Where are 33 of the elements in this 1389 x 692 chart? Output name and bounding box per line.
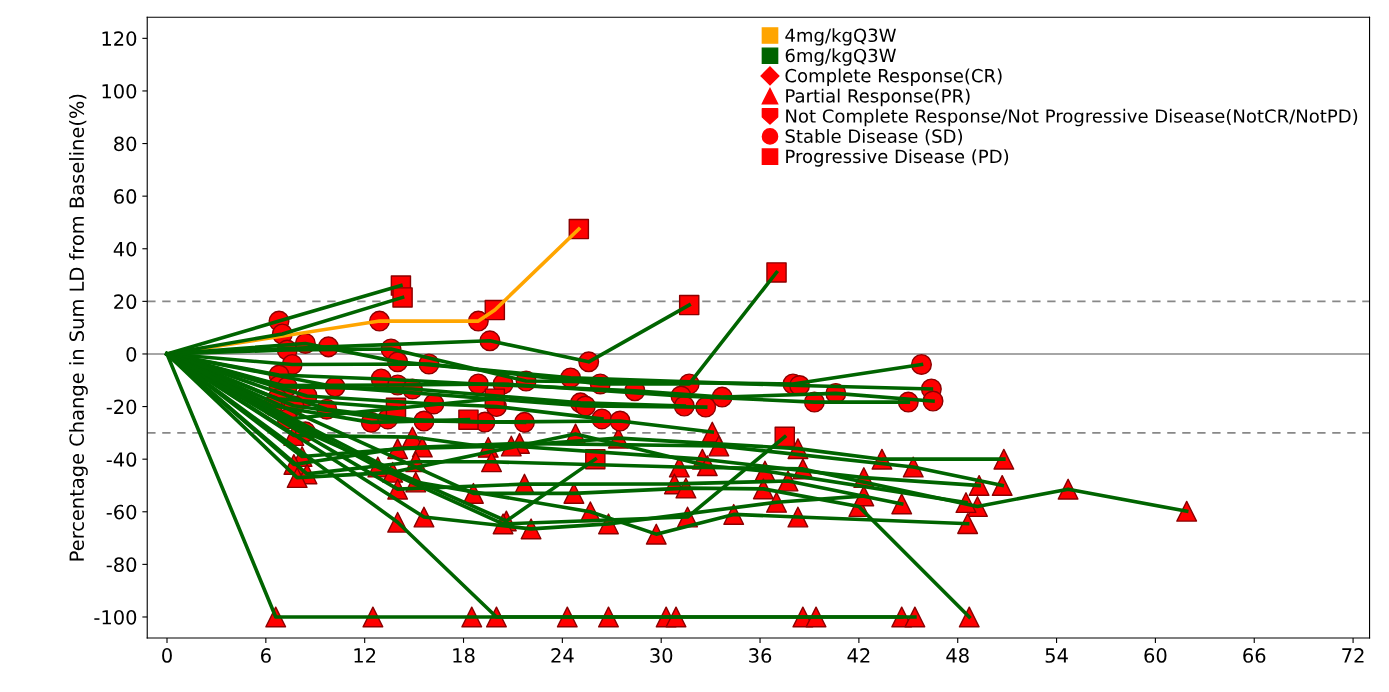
x-tick-label: 30 bbox=[650, 648, 673, 663]
y-tick-label: 0 bbox=[126, 346, 137, 362]
x-tick-label: 12 bbox=[354, 648, 376, 663]
x-tick-label: 66 bbox=[1243, 648, 1266, 663]
legend-label: Partial Response(PR) bbox=[786, 88, 970, 107]
x-tick-label: 36 bbox=[749, 648, 772, 663]
legend-label: Stable Disease (SD) bbox=[785, 129, 963, 146]
legend-label: Not Complete Response/Not Progressive Disease(NotCR/NotPD) bbox=[786, 108, 1358, 127]
legend-label: Progressive Disease (PD) bbox=[786, 149, 1009, 167]
y-tick-label: -20 bbox=[106, 399, 137, 415]
y-tick-label: -60 bbox=[106, 504, 137, 520]
y-tick-label: 40 bbox=[113, 241, 137, 257]
legend-label: 4mg/kgQ3W bbox=[785, 28, 896, 46]
y-tick-label: 60 bbox=[114, 189, 137, 204]
x-tick-label: 60 bbox=[1144, 648, 1167, 663]
x-tick-label: 54 bbox=[1045, 648, 1068, 663]
y-tick-label: -100 bbox=[94, 609, 137, 625]
legend-label: 6mg/kgQ3W bbox=[785, 48, 896, 66]
y-tick-label: 20 bbox=[114, 294, 137, 310]
y-tick-label: -40 bbox=[106, 452, 137, 467]
x-tick-label: 24 bbox=[551, 648, 574, 663]
legend-label: Complete Response(CR) bbox=[785, 68, 1002, 86]
x-tick-label: 42 bbox=[847, 648, 870, 663]
x-tick-label: 72 bbox=[1342, 648, 1364, 663]
y-axis-title: Percentage Change in Sum LD from Baseline(%) bbox=[69, 94, 88, 561]
y-tick-label: 100 bbox=[102, 83, 137, 99]
y-tick-label: 80 bbox=[114, 136, 137, 152]
y-tick-label: 120 bbox=[102, 31, 137, 47]
x-tick-label: 18 bbox=[453, 648, 475, 663]
x-tick-label: 0 bbox=[162, 648, 172, 663]
x-tick-label: 6 bbox=[261, 648, 271, 663]
y-tick-label: -80 bbox=[106, 557, 137, 573]
x-tick-label: 48 bbox=[946, 648, 969, 663]
